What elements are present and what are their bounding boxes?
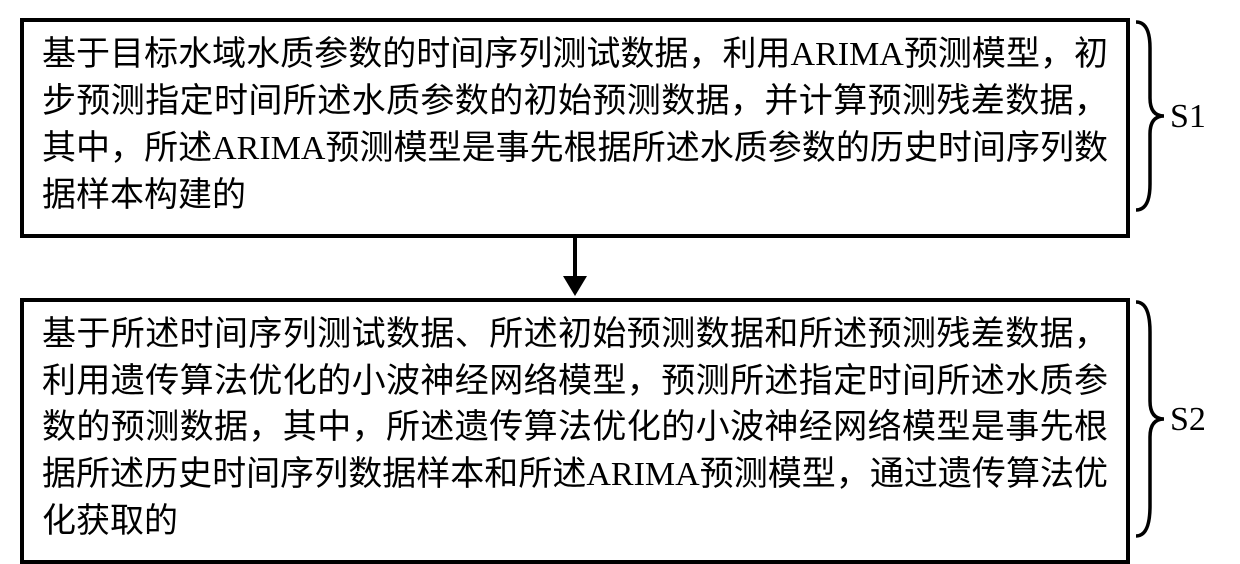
brace-s1 [1130, 18, 1170, 214]
flow-node-s2-label: S2 [1170, 401, 1206, 439]
flowchart-container: 基于目标水域水质参数的时间序列测试数据，利用ARIMA预测模型，初步预测指定时间… [20, 18, 1200, 564]
flow-edge-s1-s2 [20, 238, 1130, 298]
flow-node-s2-text: 基于所述时间序列测试数据、所述初始预测数据和所述预测残差数据，利用遗传算法优化的… [42, 312, 1108, 547]
flow-node-s1: 基于目标水域水质参数的时间序列测试数据，利用ARIMA预测模型，初步预测指定时间… [20, 18, 1130, 238]
brace-s2 [1130, 298, 1170, 540]
flow-node-s2: 基于所述时间序列测试数据、所述初始预测数据和所述预测残差数据，利用遗传算法优化的… [20, 298, 1130, 564]
flow-node-s1-text: 基于目标水域水质参数的时间序列测试数据，利用ARIMA预测模型，初步预测指定时间… [42, 32, 1108, 220]
flow-node-s1-label: S1 [1170, 98, 1206, 136]
